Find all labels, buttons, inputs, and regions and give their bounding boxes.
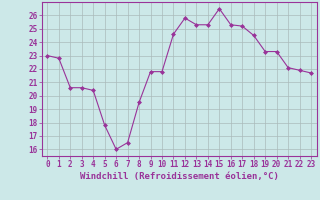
X-axis label: Windchill (Refroidissement éolien,°C): Windchill (Refroidissement éolien,°C) (80, 172, 279, 181)
